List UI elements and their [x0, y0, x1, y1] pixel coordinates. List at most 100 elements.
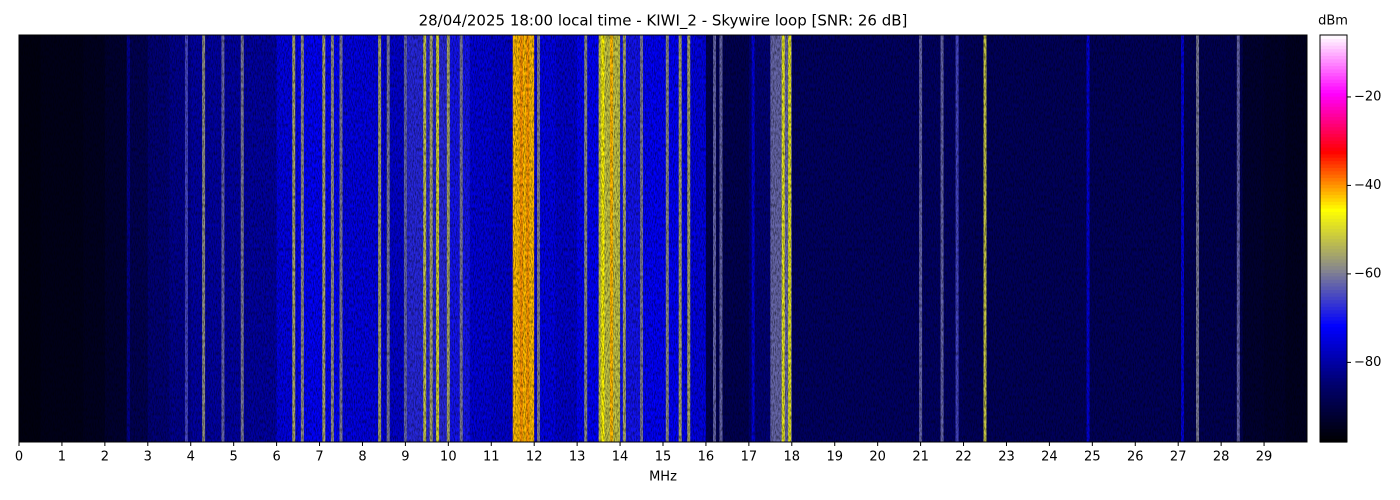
colorbar-swatch [1320, 150, 1347, 155]
x-tick-label: 7 [315, 450, 323, 465]
colorbar-swatch [1320, 296, 1347, 301]
colorbar-swatch [1320, 157, 1347, 162]
colorbar-swatch [1320, 401, 1347, 406]
colorbar-swatch [1320, 62, 1347, 67]
colorbar-swatch [1320, 265, 1347, 270]
x-tick-label: 15 [655, 450, 672, 465]
colorbar-swatch [1320, 245, 1347, 250]
colorbar-swatch [1320, 394, 1347, 399]
x-tick-label: 0 [15, 450, 23, 465]
colorbar-swatch [1320, 41, 1347, 46]
colorbar-swatch [1320, 309, 1347, 314]
colorbar-swatch [1320, 129, 1347, 134]
colorbar-swatch [1320, 397, 1347, 402]
colorbar-swatch [1320, 289, 1347, 294]
colorbar-swatch [1320, 160, 1347, 165]
colorbar-swatch [1320, 180, 1347, 185]
colorbar-swatch [1320, 272, 1347, 277]
colorbar-swatch [1320, 126, 1347, 131]
colorbar-swatch [1320, 109, 1347, 114]
colorbar-swatch [1320, 72, 1347, 77]
x-tick-label: 27 [1170, 450, 1187, 465]
colorbar-swatch [1320, 302, 1347, 307]
colorbar-swatch [1320, 221, 1347, 226]
colorbar-tick-label: −20 [1354, 89, 1381, 104]
colorbar-tick-label: −60 [1354, 266, 1381, 281]
colorbar-swatch [1320, 363, 1347, 368]
colorbar-swatch [1320, 438, 1347, 443]
colorbar-swatch [1320, 38, 1347, 43]
colorbar-swatch [1320, 113, 1347, 117]
colorbar-swatch [1320, 428, 1347, 433]
chart-title: 28/04/2025 18:00 local time - KIWI_2 - S… [419, 12, 908, 31]
colorbar-swatch [1320, 231, 1347, 236]
colorbar-swatch [1320, 204, 1347, 209]
x-tick-label: 29 [1256, 450, 1273, 465]
x-axis-label: MHz [649, 470, 677, 485]
x-tick-label: 20 [869, 450, 886, 465]
colorbar-swatch [1320, 241, 1347, 246]
colorbar-swatch [1320, 82, 1347, 87]
colorbar-swatch [1320, 343, 1347, 348]
colorbar-swatch [1320, 292, 1347, 297]
colorbar-swatch [1320, 367, 1347, 372]
x-tick-label: 24 [1041, 450, 1058, 465]
colorbar-swatch [1320, 316, 1347, 321]
colorbar-swatch [1320, 323, 1347, 328]
colorbar-swatch [1320, 421, 1347, 426]
colorbar-swatch [1320, 153, 1347, 158]
colorbar-swatch [1320, 68, 1347, 73]
colorbar-swatch [1320, 143, 1347, 148]
x-tick-label: 5 [230, 450, 238, 465]
x-tick-label: 16 [698, 450, 715, 465]
colorbar-swatch [1320, 333, 1347, 338]
colorbar-swatch [1320, 99, 1347, 104]
colorbar-swatch [1320, 282, 1347, 287]
colorbar-swatch [1320, 211, 1347, 216]
colorbar-swatch [1320, 387, 1347, 392]
colorbar-swatch [1320, 252, 1347, 257]
colorbar-swatch [1320, 75, 1347, 80]
x-tick-label: 19 [826, 450, 843, 465]
colorbar-swatch [1320, 235, 1347, 240]
x-tick-label: 28 [1213, 450, 1230, 465]
x-tick-label: 1 [58, 450, 66, 465]
colorbar-swatch [1320, 55, 1347, 60]
colorbar-swatch [1320, 340, 1347, 345]
colorbar-swatch [1320, 177, 1347, 182]
colorbar-swatch [1320, 48, 1347, 53]
colorbar-swatch [1320, 96, 1347, 101]
colorbar-swatch [1320, 187, 1347, 192]
x-tick-label: 12 [526, 450, 543, 465]
colorbar-swatch [1320, 347, 1347, 352]
colorbar-swatch [1320, 184, 1347, 189]
colorbar-swatch [1320, 414, 1347, 419]
x-tick-label: 11 [483, 450, 500, 465]
colorbar-swatch [1320, 89, 1347, 94]
colorbar-swatch [1320, 35, 1347, 39]
colorbar-swatch [1320, 313, 1347, 318]
colorbar-swatch [1320, 170, 1347, 175]
colorbar-swatch [1320, 214, 1347, 219]
colorbar-swatch [1320, 123, 1347, 128]
colorbar-swatch [1320, 248, 1347, 253]
colorbar-swatch [1320, 102, 1347, 107]
colorbar-swatch [1320, 228, 1347, 233]
colorbar-swatch [1320, 224, 1347, 229]
colorbar-tick-label: −40 [1354, 178, 1381, 193]
x-tick-label: 9 [401, 450, 409, 465]
x-tick-label: 17 [741, 450, 758, 465]
colorbar-swatch [1320, 45, 1347, 50]
x-tick-label: 4 [187, 450, 195, 465]
colorbar-swatch [1320, 136, 1347, 141]
x-tick-label: 13 [569, 450, 586, 465]
x-tick-label: 10 [440, 450, 457, 465]
x-tick-label: 26 [1127, 450, 1144, 465]
colorbar-swatch [1320, 336, 1347, 341]
colorbar-swatch [1320, 238, 1347, 243]
colorbar-swatch [1320, 207, 1347, 212]
colorbar-swatch [1320, 275, 1347, 280]
colorbar-swatch [1320, 79, 1347, 84]
colorbar-swatch [1320, 58, 1347, 63]
